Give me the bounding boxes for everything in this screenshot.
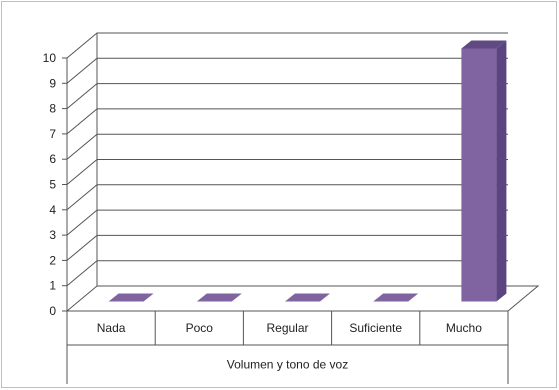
gridline [66, 133, 508, 160]
bars [108, 40, 507, 302]
category-label: Mucho [446, 321, 482, 335]
gridline [66, 209, 508, 236]
gridline [66, 108, 508, 135]
bar-regular [285, 293, 330, 302]
category-label: Suficiente [349, 321, 402, 335]
category-label: Poco [186, 321, 214, 335]
gridlines [66, 32, 508, 287]
y-tick-label: 1 [49, 279, 56, 293]
bar-top [373, 293, 419, 302]
gridline [66, 83, 508, 109]
bar-top [285, 293, 330, 302]
y-tick-label: 2 [49, 253, 56, 267]
y-tick-label: 9 [49, 76, 56, 90]
bar-top [461, 40, 507, 49]
gridline [66, 57, 508, 84]
chart-floor [65, 285, 540, 312]
gridline [66, 234, 508, 261]
x-axis-title: Volumen y tono de voz [227, 358, 348, 372]
y-tick-label: 8 [49, 102, 56, 116]
y-tick-label: 0 [49, 304, 56, 318]
bar-suficiente [373, 293, 419, 302]
gridline [66, 184, 508, 211]
y-tick-label: 3 [49, 228, 56, 242]
bar-top [196, 293, 242, 302]
y-tick-label: 6 [49, 152, 56, 166]
y-axis-ticks: 0 1 2 3 4 5 6 7 8 9 10 [43, 51, 67, 318]
bar-nada [108, 293, 154, 302]
y-tick-label: 7 [49, 127, 56, 141]
floor-plane [65, 285, 540, 312]
category-label: Nada [97, 321, 126, 335]
y-tick-label: 10 [43, 51, 57, 65]
bar-front [461, 48, 497, 302]
gridline [66, 260, 508, 287]
gridline [66, 159, 508, 185]
y-tick-label: 4 [49, 203, 56, 217]
bar-mucho [461, 40, 507, 302]
bar-poco [196, 293, 242, 302]
category-axis-table: Nada Poco Regular Suficiente Mucho [66, 311, 509, 384]
gridline [66, 32, 508, 59]
y-tick-label: 5 [49, 178, 56, 192]
bar-side [496, 40, 507, 302]
category-label: Regular [266, 321, 308, 335]
bar-top [108, 293, 154, 302]
